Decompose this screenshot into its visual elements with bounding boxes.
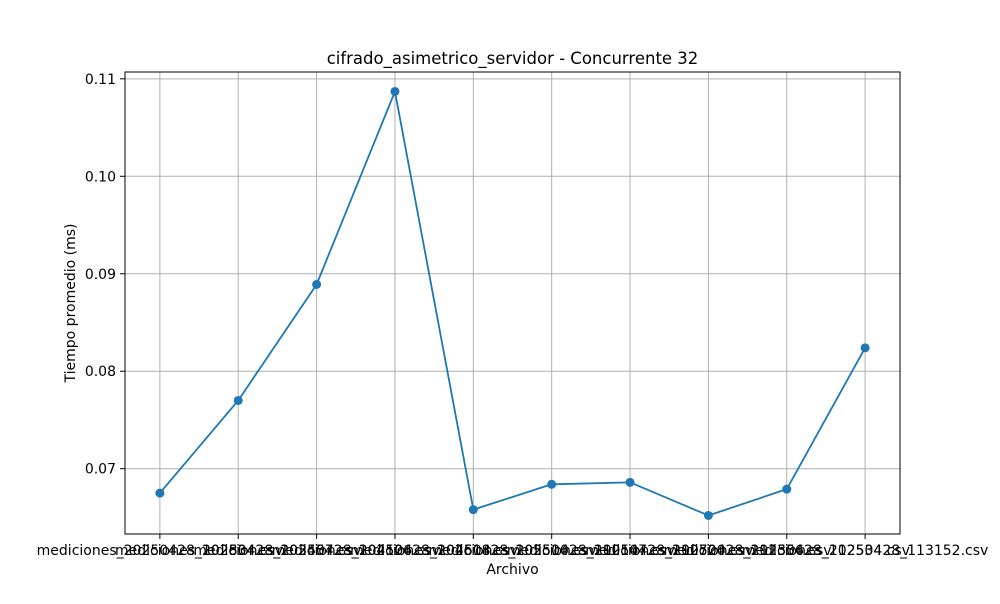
- y-tick-label: 0.10: [85, 169, 116, 185]
- chart-title: cifrado_asimetrico_servidor - Concurrent…: [327, 49, 699, 69]
- y-tick-label: 0.11: [85, 72, 116, 88]
- data-point: [155, 488, 165, 498]
- plot-frame: [124, 71, 901, 535]
- x-tick-label: mediciones_20250428_111356.csv: [585, 543, 831, 559]
- x-tick-label: mediciones_20250428_113152.csv: [742, 543, 988, 559]
- axis-ticks: mediciones_20250428_102834.csvmediciones…: [37, 72, 989, 559]
- x-tick-label: mediciones_20250428_104126.csv: [193, 543, 439, 559]
- data-point: [390, 86, 400, 96]
- x-axis-title: Archivo: [486, 562, 538, 578]
- y-tick-label: 0.07: [85, 462, 116, 478]
- y-axis-title: Tiempo promedio (ms): [63, 224, 79, 384]
- x-tick-label: mediciones_20250428_102834.csv: [37, 543, 283, 559]
- x-tick-label: mediciones_20250428_104618.csv: [272, 543, 518, 559]
- data-point: [312, 279, 322, 289]
- x-tick-label: mediciones_20250428_110720.csv: [507, 543, 753, 559]
- series-line: [159, 90, 866, 517]
- data-point: [233, 395, 243, 405]
- y-tick-label: 0.09: [85, 267, 116, 283]
- x-tick-label: mediciones_20250428_105510.csv: [350, 543, 596, 559]
- data-point: [547, 479, 557, 489]
- x-tick-label: mediciones_20250428_110147.csv: [428, 543, 674, 559]
- data-point: [468, 505, 478, 515]
- data-series: [155, 86, 870, 520]
- data-point: [782, 484, 792, 494]
- data-point: [625, 477, 635, 487]
- x-tick-label: mediciones_20250428_103457.csv: [115, 543, 361, 559]
- data-point: [860, 343, 870, 353]
- data-point: [703, 510, 713, 520]
- grid-lines: [125, 72, 900, 534]
- y-tick-label: 0.08: [85, 364, 116, 380]
- x-tick-label: mediciones_20250428_112534.csv: [664, 543, 910, 559]
